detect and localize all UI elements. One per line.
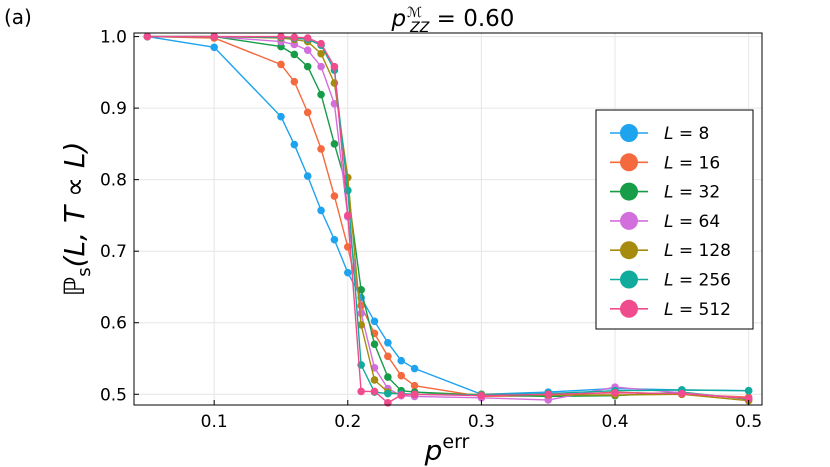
legend-item: L = 256 <box>610 270 731 291</box>
data-point <box>303 34 312 42</box>
data-point <box>397 371 406 380</box>
x-tick-label: 0.3 <box>468 412 495 432</box>
data-point <box>290 50 299 59</box>
x-tick-label: 0.4 <box>601 412 628 432</box>
y-tick-label: 0.7 <box>100 242 127 262</box>
data-point <box>343 268 352 277</box>
data-point <box>744 394 753 403</box>
legend-marker <box>620 124 638 142</box>
data-point <box>277 112 285 121</box>
legend-marker <box>620 153 638 172</box>
legend-label: L = 128 <box>664 241 731 261</box>
data-point <box>384 389 392 398</box>
data-point <box>611 389 619 397</box>
data-point <box>330 100 339 108</box>
x-tick-label: 0.2 <box>334 412 361 432</box>
data-point <box>290 140 299 149</box>
data-point <box>330 79 339 87</box>
data-point <box>330 140 339 148</box>
legend-label: L = 64 <box>664 212 720 232</box>
data-point <box>744 386 753 395</box>
data-point <box>330 62 339 71</box>
data-point <box>277 32 285 41</box>
data-point <box>290 33 299 42</box>
data-point <box>384 399 392 407</box>
legend-label: L = 16 <box>664 153 720 173</box>
legend-label: L = 8 <box>664 124 709 144</box>
data-point <box>477 391 486 400</box>
data-point <box>303 108 312 117</box>
legend-marker <box>620 211 638 230</box>
data-point <box>357 321 365 329</box>
series-6 <box>143 32 753 407</box>
data-point <box>303 172 312 180</box>
legend-marker <box>620 299 638 318</box>
data-point <box>317 90 325 99</box>
data-point <box>317 145 325 153</box>
series-layer <box>143 32 753 407</box>
y-tick-label: 0.9 <box>100 99 127 119</box>
legend-label: L = 32 <box>664 183 720 203</box>
data-point <box>317 62 325 71</box>
data-point <box>277 60 285 69</box>
data-point <box>410 364 419 373</box>
data-point <box>357 387 365 396</box>
data-point <box>384 338 392 347</box>
data-point <box>370 317 379 326</box>
data-point <box>143 32 152 41</box>
data-point <box>384 373 392 381</box>
data-point <box>303 46 312 54</box>
legend-item: L = 512 <box>610 299 731 320</box>
data-point <box>330 192 339 200</box>
data-point <box>330 235 339 244</box>
panel-label: (a) <box>4 5 32 29</box>
data-point <box>384 352 392 361</box>
y-tick-label: 0.6 <box>100 314 127 334</box>
data-point <box>317 49 325 58</box>
data-point <box>303 62 312 71</box>
data-point <box>210 43 218 52</box>
tick-layer: 0.1 0.2 0.3 0.4 0.5 0.5 0.6 0.7 0.8 0.9 1.0 <box>100 28 762 432</box>
data-point <box>290 77 299 86</box>
data-point <box>357 286 365 294</box>
y-axis-label: ℙs(L, T ∝ L) <box>58 142 95 297</box>
x-tick-label: 0.1 <box>201 412 228 432</box>
data-point <box>397 356 406 365</box>
legend-marker <box>620 270 638 289</box>
data-point <box>397 391 406 399</box>
legend-item: L = 32 <box>610 182 720 203</box>
x-axis-label: perr <box>424 431 470 467</box>
legend-label: L = 512 <box>664 300 731 320</box>
data-point <box>410 381 419 390</box>
legend-marker <box>620 241 638 260</box>
data-point <box>370 340 379 348</box>
legend-item: L = 64 <box>610 211 720 232</box>
data-point <box>317 39 325 48</box>
data-point <box>317 206 325 215</box>
legend-item: L = 128 <box>610 241 731 261</box>
y-tick-label: 0.8 <box>100 171 127 191</box>
plot-frame <box>133 32 763 406</box>
legend-item: L = 8 <box>610 124 709 144</box>
series-line <box>147 35 749 396</box>
legend-label: L = 256 <box>664 271 731 291</box>
data-point <box>678 389 686 398</box>
data-point <box>343 211 352 220</box>
data-point <box>370 376 379 384</box>
y-tick-label: 0.5 <box>100 385 127 405</box>
legend: L = 8 L = 16 L = 32 L = 64 L = 128 L = 256 L =… <box>595 109 754 330</box>
data-point <box>370 387 379 396</box>
chart-title: pℳ ZZ = 0.60 <box>391 5 515 36</box>
x-tick-label: 0.5 <box>735 412 762 432</box>
legend-item: L = 16 <box>610 153 720 173</box>
data-point <box>410 390 419 399</box>
legend-marker <box>620 182 638 201</box>
y-tick-label: 1.0 <box>100 28 127 48</box>
data-point <box>210 32 218 41</box>
data-point <box>544 390 553 399</box>
data-point <box>357 309 365 318</box>
